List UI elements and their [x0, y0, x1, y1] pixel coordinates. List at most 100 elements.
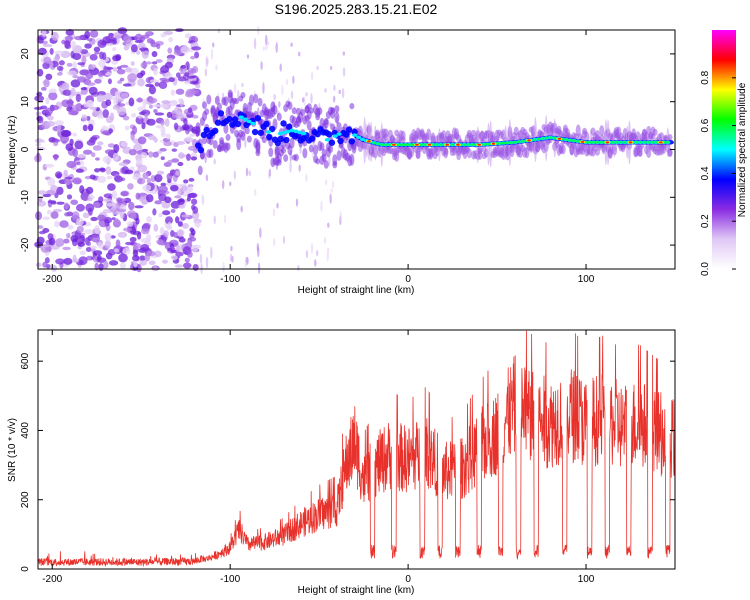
heat-blob	[152, 104, 162, 108]
heat-blob	[67, 98, 74, 108]
heat-blob	[60, 129, 71, 138]
heat-blob	[184, 33, 192, 39]
heat-blob	[301, 97, 305, 103]
heat-blob	[94, 225, 101, 234]
heat-blob	[564, 138, 568, 141]
heat-blob	[36, 115, 44, 124]
heat-blob	[75, 93, 82, 103]
heat-blob	[262, 82, 265, 94]
heat-blob	[212, 139, 218, 149]
heat-blob	[90, 136, 98, 141]
heat-blob	[123, 227, 132, 232]
heat-blob	[265, 34, 268, 46]
heat-blob	[572, 139, 576, 142]
heat-blob	[351, 128, 358, 136]
heat-blob	[249, 94, 255, 106]
heat-blob	[332, 95, 336, 103]
heat-blob	[255, 139, 261, 152]
spectrogram-y-ticks: -20 -10 0 10 20	[20, 48, 675, 252]
heat-blob	[64, 178, 72, 186]
heat-blob	[308, 107, 314, 114]
heat-blob	[331, 180, 335, 189]
heat-blob	[164, 196, 172, 204]
heat-blob	[254, 114, 262, 122]
heat-blob	[509, 144, 515, 153]
heat-blob	[135, 192, 141, 200]
heat-blob	[119, 77, 125, 82]
heat-blob	[158, 81, 168, 90]
heat-blob	[176, 141, 186, 145]
heat-blob	[34, 211, 43, 221]
heat-blob	[175, 88, 185, 95]
heat-blob	[191, 198, 198, 205]
heat-blob	[289, 137, 295, 149]
heat-blob	[144, 113, 149, 118]
heat-blob	[137, 115, 144, 119]
heat-blob	[310, 242, 314, 254]
heat-blob	[88, 86, 98, 95]
heat-blob	[178, 237, 186, 243]
heat-blob	[221, 179, 225, 190]
heat-blob	[666, 141, 670, 144]
heat-blob	[210, 246, 213, 259]
heat-blob	[497, 142, 502, 145]
heat-blob	[154, 174, 163, 183]
heat-blob	[591, 141, 596, 144]
heat-blob	[151, 50, 158, 58]
heat-blob	[349, 153, 355, 166]
heat-blob	[605, 141, 610, 144]
heat-blob	[314, 130, 321, 138]
heat-blob	[527, 139, 531, 142]
heat-blob	[148, 104, 153, 109]
heat-blob	[84, 43, 92, 49]
colorbar-gradient	[712, 30, 736, 269]
heat-blob	[352, 133, 358, 137]
heat-blob	[513, 141, 518, 144]
heat-blob	[323, 159, 329, 169]
y-tick-label: 200	[20, 491, 31, 508]
heat-blob	[521, 140, 525, 143]
heat-blob	[102, 130, 110, 136]
heat-blob	[297, 130, 303, 135]
heat-blob	[160, 103, 168, 109]
heat-blob	[181, 123, 190, 131]
heat-blob	[321, 153, 327, 162]
heat-blob	[54, 171, 63, 179]
heat-blob	[90, 216, 98, 222]
heat-blob	[109, 112, 115, 121]
heat-blob	[323, 118, 329, 129]
heat-blob	[190, 55, 196, 60]
heat-blob	[167, 221, 172, 230]
heat-blob	[246, 119, 252, 124]
heat-blob	[103, 65, 108, 74]
heat-blob	[66, 160, 77, 169]
x-tick-label: -100	[220, 574, 240, 585]
heat-blob	[85, 186, 94, 194]
heat-blob	[333, 84, 336, 92]
heat-blob	[206, 94, 212, 105]
heat-blob	[329, 193, 332, 204]
heat-blob	[190, 156, 198, 161]
heat-blob	[486, 142, 490, 146]
heat-blob	[107, 143, 116, 148]
heat-blob	[658, 141, 663, 144]
heat-blob	[58, 60, 65, 66]
heat-blob	[187, 251, 193, 258]
heat-blob	[177, 229, 184, 237]
y-tick-label: 400	[20, 422, 31, 439]
heat-blob	[217, 110, 225, 117]
heat-blob	[298, 164, 301, 172]
heat-blob	[187, 107, 193, 113]
heat-blob	[82, 212, 90, 219]
heat-blob	[127, 73, 137, 83]
heat-blob	[384, 143, 388, 146]
heat-blob	[89, 29, 99, 38]
spectrogram-x-label: Height of straight line (km)	[298, 285, 415, 296]
heat-blob	[128, 149, 137, 156]
heat-blob	[37, 36, 44, 44]
heat-blob	[400, 130, 406, 141]
heat-blob	[43, 78, 50, 88]
colorbar: 0.0 0.2 0.4 0.6 0.8 Normalized spectral ampl…	[700, 30, 748, 276]
heat-blob	[41, 86, 47, 91]
